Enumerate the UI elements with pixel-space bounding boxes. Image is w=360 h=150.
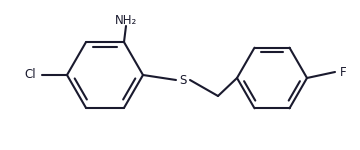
Text: S: S xyxy=(179,74,187,87)
Text: Cl: Cl xyxy=(24,69,36,81)
Text: F: F xyxy=(340,66,346,78)
Text: NH₂: NH₂ xyxy=(115,14,137,27)
